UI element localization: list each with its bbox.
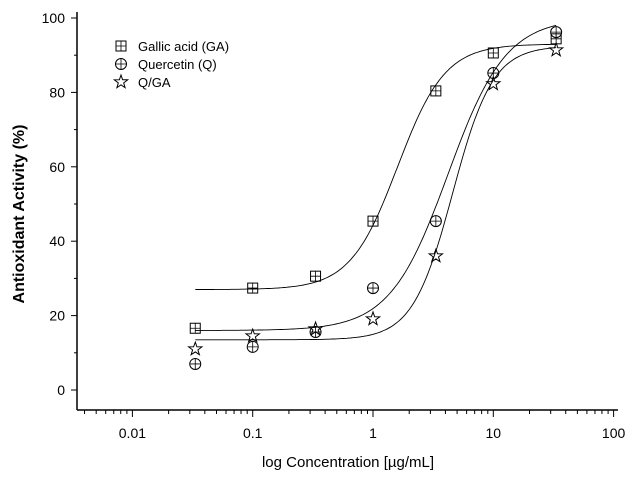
data-point-circle xyxy=(189,357,202,370)
legend-marker-circle-cross xyxy=(116,59,126,69)
legend-marker-star xyxy=(112,73,130,89)
data-point-circle-cross xyxy=(551,27,562,38)
x-tick-label: 0.1 xyxy=(243,425,263,441)
data-point-square-cross xyxy=(488,47,499,58)
data-point-circle xyxy=(487,67,500,80)
fit-curve xyxy=(195,24,557,331)
data-point-square-cross xyxy=(430,85,441,96)
x-tick-label: 0.01 xyxy=(119,425,146,441)
x-tick-label: 1 xyxy=(369,425,377,441)
axes: 0 20 40 60 80 100 0.01 0.1 1 10 100 xyxy=(42,10,626,441)
legend-marker-circle xyxy=(115,58,127,70)
y-tick-label: 40 xyxy=(49,233,65,249)
x-tick-label: 10 xyxy=(486,425,502,441)
legend-label: Q/GA xyxy=(138,75,171,90)
data-point-square-cross xyxy=(368,216,378,227)
data-point-circle xyxy=(367,282,379,295)
data-point-star xyxy=(364,310,382,326)
y-tick-label: 0 xyxy=(57,382,65,398)
data-point-circle xyxy=(309,325,322,338)
data-point-square-cross xyxy=(190,323,201,334)
fit-curve xyxy=(195,43,557,290)
data-points xyxy=(187,26,565,370)
fit-curve xyxy=(195,47,557,341)
legend-label: Quercetin (Q) xyxy=(138,57,217,72)
data-point-square-cross xyxy=(310,271,321,282)
y-tick-label: 20 xyxy=(49,308,65,324)
data-point-circle-cross xyxy=(247,341,258,352)
legend-marker-square-cross xyxy=(116,41,126,51)
data-point-star xyxy=(187,340,204,356)
data-point-star xyxy=(485,75,502,91)
data-point-circle-cross xyxy=(190,358,201,369)
legend-label: Gallic acid (GA) xyxy=(138,39,229,54)
x-axis-label: log Concentration [µg/mL] xyxy=(262,454,434,471)
data-point-circle-cross xyxy=(368,283,378,294)
y-tick-label: 80 xyxy=(49,84,65,100)
y-axis-label: Antioxidant Activity (%) xyxy=(11,125,28,304)
y-tick-label: 60 xyxy=(49,159,65,175)
y-tick-label: 100 xyxy=(42,10,66,26)
data-point-star xyxy=(307,320,324,336)
legend: Gallic acid (GA) Quercetin (Q) Q/GA xyxy=(112,39,229,90)
x-tick-label: 100 xyxy=(602,425,626,441)
data-point-star xyxy=(244,327,261,343)
data-point-circle xyxy=(550,26,563,39)
data-point-circle xyxy=(429,215,442,228)
data-point-circle-cross xyxy=(430,216,441,227)
data-point-star xyxy=(427,247,444,263)
data-point-square-cross xyxy=(247,283,258,294)
data-point-circle xyxy=(246,340,259,353)
data-point-star xyxy=(548,41,565,57)
